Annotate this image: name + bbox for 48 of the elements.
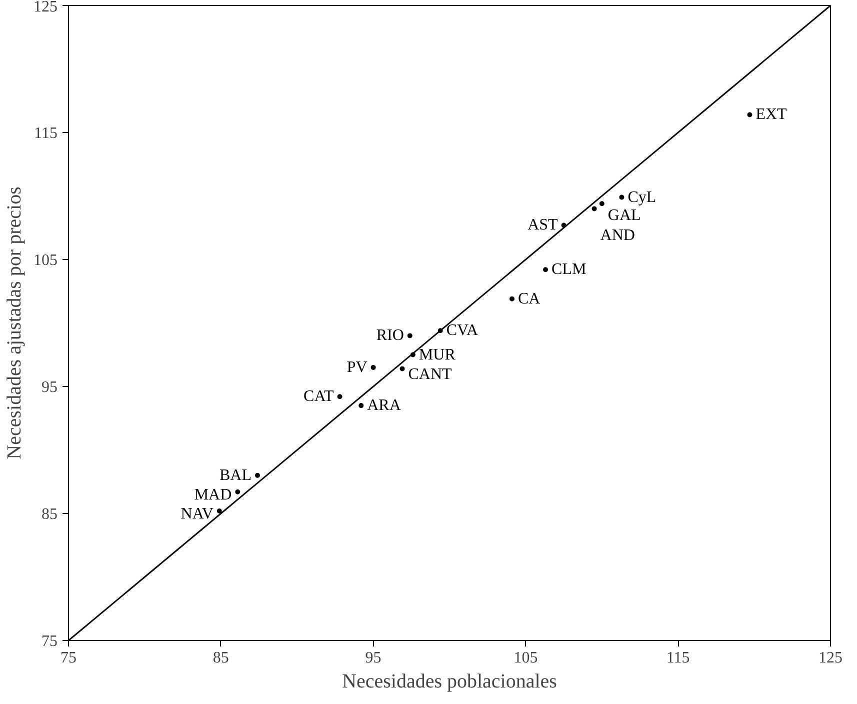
series-label: CANT <box>408 366 452 384</box>
series-label: RIO <box>376 327 404 344</box>
series-label: CyL <box>628 188 656 206</box>
x-tick-label: 75 <box>60 650 76 666</box>
series-label: ARA <box>367 397 402 414</box>
point <box>599 201 604 206</box>
point <box>438 328 443 334</box>
point <box>543 267 548 272</box>
series-label: EXT <box>756 106 788 124</box>
point <box>370 364 376 370</box>
y-tick-label: 105 <box>34 252 58 269</box>
series-label: NAV <box>180 505 214 522</box>
y-tick-label: 125 <box>34 0 58 16</box>
x-tick-label: 115 <box>666 650 690 666</box>
series-label: MUR <box>418 346 456 364</box>
y-tick-label: 115 <box>34 125 58 142</box>
series-label: PV <box>346 358 368 376</box>
x-tick-label: 95 <box>365 650 382 666</box>
series-label: BAL <box>219 466 252 484</box>
point <box>509 296 514 302</box>
point <box>747 112 752 118</box>
point <box>619 194 624 200</box>
point <box>410 352 416 358</box>
point <box>358 403 364 408</box>
y-tick-label: 95 <box>42 379 58 396</box>
point <box>592 206 597 212</box>
point <box>407 333 412 338</box>
series-label: CAT <box>304 388 334 406</box>
y-tick-label: 75 <box>42 633 58 650</box>
y-tick-label: 85 <box>42 506 58 523</box>
point <box>337 394 342 400</box>
point <box>235 489 240 494</box>
point <box>254 472 260 478</box>
point <box>216 508 222 514</box>
x-tick-label: 85 <box>212 650 229 666</box>
point <box>400 366 405 372</box>
series-label: CA <box>518 290 541 308</box>
series-label: CLM <box>552 261 586 278</box>
series-label: GAL <box>608 207 641 224</box>
series-label: CVA <box>446 322 479 340</box>
point <box>561 222 566 228</box>
x-tick-label: 105 <box>514 650 538 666</box>
y-axis-title: Necesidades ajustadas por precios <box>4 186 26 460</box>
x-axis-title: Necesidades poblacionales <box>342 670 558 692</box>
series-label: AST <box>528 216 558 234</box>
x-tick-label: 125 <box>818 650 842 666</box>
series-label: AND <box>600 227 635 244</box>
series-label: MAD <box>194 486 232 504</box>
